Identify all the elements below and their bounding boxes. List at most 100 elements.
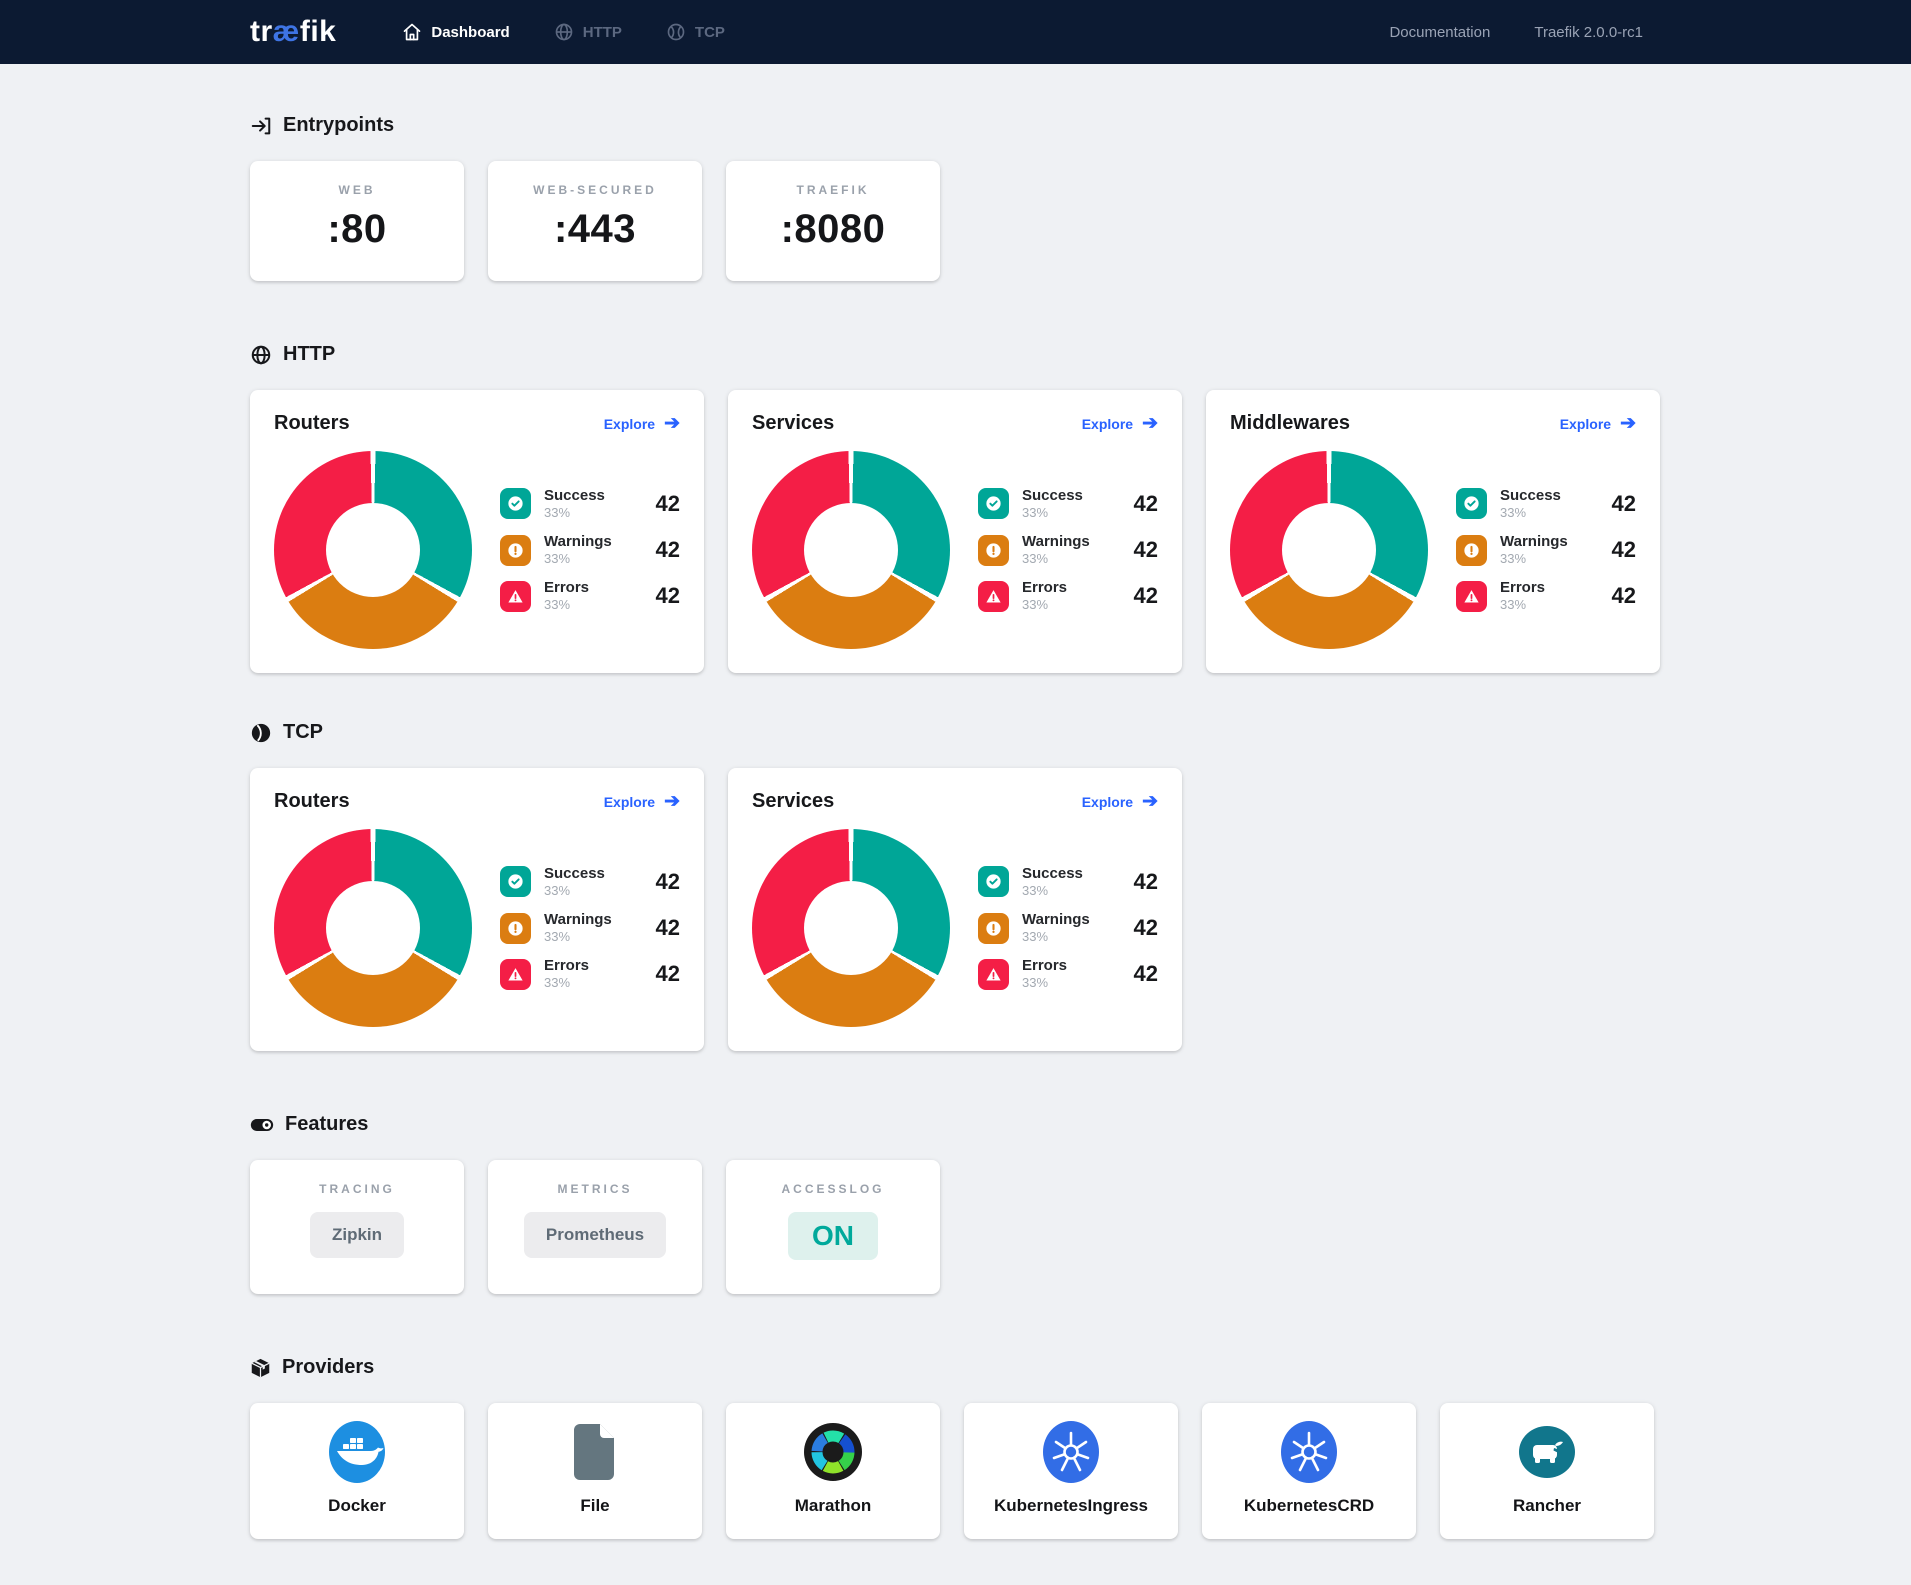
legend-row-warnings: Warnings 33% 42 [978,911,1158,945]
legend-row-errors: Errors 33% 42 [500,579,680,613]
explore-label: Explore [1081,415,1134,432]
legend-row-success: Success 33% 42 [978,487,1158,521]
globe-icon [554,22,574,42]
provider-card-marathon: Marathon [726,1403,940,1539]
feature-name: METRICS [557,1182,633,1196]
chart-legend: Success 33% 42 Warnings 33% 42 Errors 33% 4… [978,487,1158,614]
legend-row-success: Success 33% 42 [500,865,680,899]
status-donut-chart [274,451,472,649]
explore-link[interactable]: Explore ➔ [604,414,680,433]
nav-label: TCP [694,23,725,41]
navbar-right: Documentation Traefik 2.0.0-rc1 [1389,24,1643,41]
toggle-icon [250,1116,274,1134]
features-cards: TRACING Zipkin METRICS Prometheus ACCESS… [250,1160,1660,1294]
legend-value: 42 [1133,961,1158,987]
legend-row-success: Success 33% 42 [978,865,1158,899]
section-title: Providers [282,1356,375,1378]
legend-row-warnings: Warnings 33% 42 [1456,533,1636,567]
success-check-icon [500,488,531,520]
entrypoint-port: :8080 [780,207,886,251]
arrow-right-icon: ➔ [1142,791,1158,812]
legend-percent: 33% [1500,597,1527,613]
legend-percent: 33% [544,882,571,898]
warning-exclamation-icon [500,912,531,944]
legend-value: 42 [655,915,680,940]
login-arrow-icon [250,115,272,137]
section-title: TCP [283,721,323,743]
http-routers-card: Routers Explore ➔ Success 33% 42 Warnings 3… [250,390,704,673]
legend-percent: 33% [1500,551,1527,567]
legend-name: Errors [1022,957,1068,975]
arrow-right-icon: ➔ [664,791,680,812]
error-triangle-icon [500,580,531,612]
feature-card-metrics: METRICS Prometheus [488,1160,702,1294]
legend-name: Success [1022,864,1083,882]
provider-card-kubernetes-crd: KubernetesCRD [1202,1403,1416,1539]
legend-name: Success [544,486,605,504]
legend-name: Warnings [544,910,612,928]
status-donut-chart [752,829,950,1027]
error-triangle-icon [978,958,1009,990]
documentation-link[interactable]: Documentation [1389,23,1491,41]
tcp-cards: Routers Explore ➔ Success 33% 42 Warnings 3… [250,768,1660,1051]
legend-percent: 33% [544,929,571,945]
legend-name: Success [544,864,605,882]
card-title: Services [752,790,835,812]
rancher-icon [1440,1420,1654,1484]
kubernetes-icon [1202,1420,1416,1484]
warning-exclamation-icon [500,534,531,566]
legend-value: 42 [655,583,680,609]
section-title: Features [285,1113,369,1135]
explore-link[interactable]: Explore ➔ [604,792,680,811]
legend-row-warnings: Warnings 33% 42 [978,533,1158,567]
explore-link[interactable]: Explore ➔ [1560,414,1636,433]
explore-link[interactable]: Explore ➔ [1082,792,1158,811]
traefik-logo[interactable]: træfik [250,15,336,49]
legend-percent: 33% [544,504,571,520]
legend-percent: 33% [1022,551,1049,567]
feature-card-tracing: TRACING Zipkin [250,1160,464,1294]
error-triangle-icon [978,580,1009,612]
section-title: Entrypoints [283,114,395,136]
legend-value: 42 [1133,868,1158,894]
main-nav: Dashboard HTTP TCP [402,22,725,42]
legend-value: 42 [1611,537,1636,562]
warning-exclamation-icon [1456,534,1487,566]
nav-label: HTTP [582,23,622,41]
nav-item-http[interactable]: HTTP [554,22,622,42]
legend-percent: 33% [1022,882,1049,898]
legend-value: 42 [655,490,680,516]
feature-name: TRACING [319,1182,395,1196]
legend-value: 42 [1611,583,1636,609]
explore-link[interactable]: Explore ➔ [1082,414,1158,433]
feature-value-chip: Zipkin [309,1212,405,1258]
top-navbar: træfik Dashboard HTTP TCP Documentation … [0,0,1911,64]
legend-name: Success [1500,486,1561,504]
provider-card-file: File [488,1403,702,1539]
legend-value: 42 [655,961,680,987]
logo-text: fik [299,15,337,48]
features-section-header: Features [250,1113,1660,1136]
chart-legend: Success 33% 42 Warnings 33% 42 Errors 33% 4… [500,487,680,614]
legend-percent: 33% [544,597,571,613]
provider-card-kubernetes-ingress: KubernetesIngress [964,1403,1178,1539]
legend-percent: 33% [1500,504,1527,520]
legend-row-errors: Errors 33% 42 [978,957,1158,991]
tcp-services-card: Services Explore ➔ Success 33% 42 Warnings… [728,768,1182,1051]
legend-percent: 33% [1022,597,1049,613]
warning-exclamation-icon [978,912,1009,944]
section-title: HTTP [283,343,336,365]
ball-icon [250,722,272,744]
ball-icon [666,22,686,42]
chart-legend: Success 33% 42 Warnings 33% 42 Errors 33% 4… [500,865,680,992]
legend-row-errors: Errors 33% 42 [1456,579,1636,613]
card-title: Routers [274,790,350,812]
nav-item-dashboard[interactable]: Dashboard [402,22,510,42]
nav-item-tcp[interactable]: TCP [666,22,725,42]
legend-percent: 33% [544,551,571,567]
explore-label: Explore [1081,793,1134,810]
legend-name: Warnings [1022,910,1090,928]
chart-legend: Success 33% 42 Warnings 33% 42 Errors 33% 4… [978,865,1158,992]
legend-row-errors: Errors 33% 42 [978,579,1158,613]
legend-value: 42 [1133,490,1158,516]
